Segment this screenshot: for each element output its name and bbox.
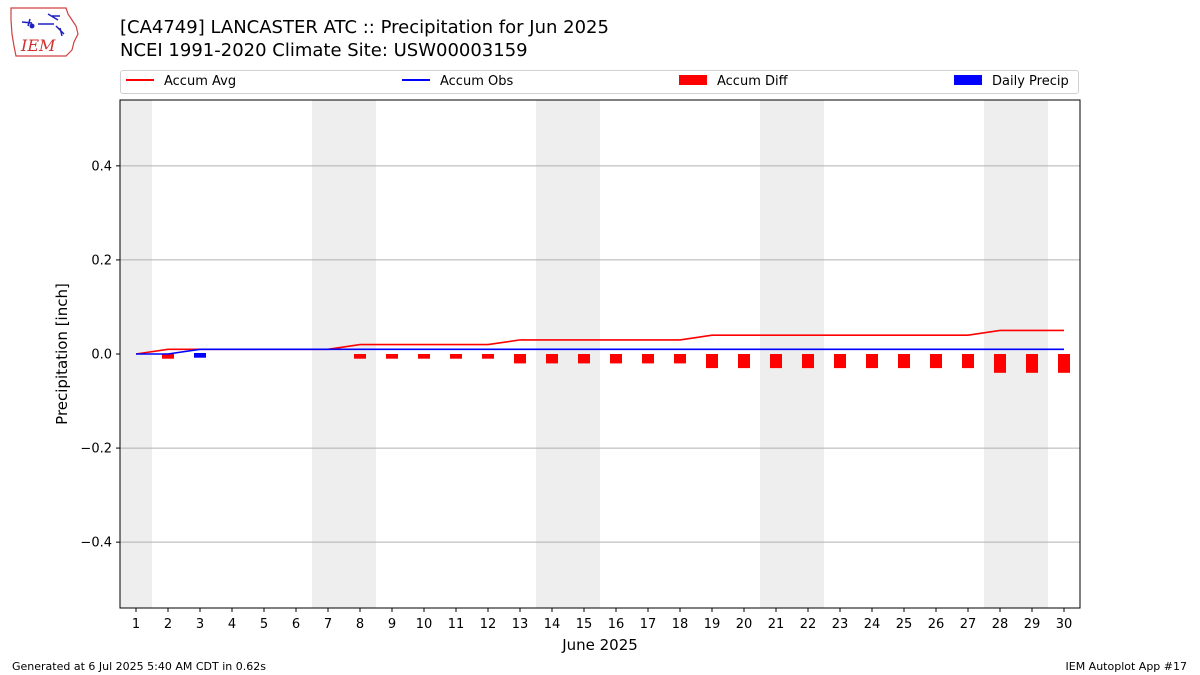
accum-diff-bar-day-25 (898, 354, 910, 369)
footer-generated: Generated at 6 Jul 2025 5:40 AM CDT in 0… (12, 660, 266, 673)
weekend-shade-day-1 (120, 100, 152, 608)
accum-diff-bar-day-23 (834, 354, 846, 369)
x-tick-label: 6 (292, 617, 300, 632)
chart-title: [CA4749] LANCASTER ATC :: Precipitation … (120, 17, 609, 38)
x-tick-label: 19 (704, 617, 721, 632)
legend-label-accum-diff: Accum Diff (717, 74, 788, 89)
legend-swatch-accum-diff (679, 74, 707, 85)
x-tick-label: 7 (324, 617, 332, 632)
x-tick-label: 24 (864, 617, 881, 632)
weekend-shade-day-8 (344, 100, 376, 608)
weekend-shade-day-7 (312, 100, 344, 608)
accum-diff-bar-day-8 (354, 354, 366, 359)
x-tick-label: 28 (992, 617, 1009, 632)
accum-diff-bar-day-27 (962, 354, 974, 369)
weekend-shade-day-22 (792, 100, 824, 608)
iem-logo: IEM (10, 7, 79, 57)
logo-text: IEM (20, 36, 56, 55)
x-tick-label: 26 (928, 617, 945, 632)
x-tick-label: 16 (608, 617, 625, 632)
accum-diff-bar-day-18 (674, 354, 686, 364)
x-tick-label: 18 (672, 617, 689, 632)
accum-diff-bar-day-19 (706, 354, 718, 369)
x-tick-label: 30 (1056, 617, 1073, 632)
legend-item-accum-avg: Accum Avg (126, 74, 236, 90)
weekend-shade-day-14 (536, 100, 568, 608)
x-tick-label: 27 (960, 617, 977, 632)
accum-diff-bar-day-12 (482, 354, 494, 359)
accum-avg-line (135, 329, 1064, 355)
x-tick-label: 9 (388, 617, 396, 632)
weekend-shade-day-15 (568, 100, 600, 608)
weekend-shade-day-29 (1016, 100, 1048, 608)
x-tick-label: 25 (896, 617, 913, 632)
accum-diff-bar-day-28 (994, 354, 1006, 373)
accum-diff-bar-day-14 (546, 354, 558, 364)
x-axis-label: June 2025 (561, 636, 638, 654)
legend-item-accum-obs: Accum Obs (402, 74, 513, 90)
accum-diff-bar-day-10 (418, 354, 430, 359)
x-tick-label: 29 (1024, 617, 1041, 632)
x-tick-label: 21 (768, 617, 785, 632)
daily-precip-bar-day-3 (194, 353, 206, 358)
legend-label-daily-precip: Daily Precip (992, 74, 1069, 89)
footer-app: IEM Autoplot App #17 (1065, 660, 1188, 673)
y-tick-label: −0.2 (80, 442, 112, 457)
x-tick-label: 23 (832, 617, 849, 632)
x-tick-label: 17 (640, 617, 657, 632)
weekend-shade-day-21 (760, 100, 792, 608)
legend-swatch-accum-avg (126, 78, 154, 81)
accum-diff-bar-day-26 (930, 354, 942, 369)
legend-swatch-daily-precip (954, 74, 982, 85)
legend-label-accum-obs: Accum Obs (440, 74, 514, 89)
x-tick-label: 1 (132, 617, 140, 632)
y-tick-label: 0.0 (91, 348, 112, 363)
accum-diff-bar-day-30 (1058, 354, 1070, 373)
accum-diff-bar-day-13 (514, 354, 526, 364)
accum-diff-bar-day-20 (738, 354, 750, 369)
x-tick-label: 10 (416, 617, 433, 632)
legend-item-daily-precip: Daily Precip (954, 74, 1069, 90)
accum-diff-bar-day-11 (450, 354, 462, 359)
y-tick-label: −0.4 (80, 536, 112, 551)
y-axis-label: Precipitation [inch] (53, 283, 71, 425)
accum-obs-line (136, 348, 1064, 355)
accum-diff-bar-day-29 (1026, 354, 1038, 373)
x-tick-label: 2 (164, 617, 172, 632)
accum-diff-bar-day-21 (770, 354, 782, 369)
x-tick-label: 14 (544, 617, 561, 632)
x-tick-label: 20 (736, 617, 753, 632)
plot-frame (119, 99, 1081, 609)
x-tick-label: 12 (480, 617, 497, 632)
x-tick-label: 22 (800, 617, 817, 632)
legend-swatch-accum-obs (402, 78, 430, 81)
legend-item-accum-diff: Accum Diff (679, 74, 788, 90)
y-tick-label: 0.2 (91, 253, 112, 268)
accum-diff-bar-day-22 (802, 354, 814, 369)
chart-subtitle: NCEI 1991-2020 Climate Site: USW00003159 (120, 40, 528, 61)
x-tick-label: 3 (196, 617, 204, 632)
x-tick-label: 11 (448, 617, 465, 632)
x-tick-label: 8 (356, 617, 364, 632)
accum-diff-bar-day-15 (578, 354, 590, 364)
x-tick-label: 5 (260, 617, 268, 632)
legend-label-accum-avg: Accum Avg (164, 74, 237, 89)
accum-diff-bar-day-24 (866, 354, 878, 369)
accum-diff-bar-day-2 (162, 354, 174, 359)
y-tick-label: 0.4 (91, 159, 112, 174)
x-tick-label: 4 (228, 617, 236, 632)
accum-diff-bar-day-9 (386, 354, 398, 359)
accum-diff-bar-day-16 (610, 354, 622, 364)
accum-diff-bar-day-17 (642, 354, 654, 364)
x-tick-label: 13 (512, 617, 529, 632)
x-tick-label: 15 (576, 617, 593, 632)
legend: Accum Avg Accum Obs Accum Diff Daily Pre… (120, 70, 1079, 94)
weekend-shade-day-28 (984, 100, 1016, 608)
